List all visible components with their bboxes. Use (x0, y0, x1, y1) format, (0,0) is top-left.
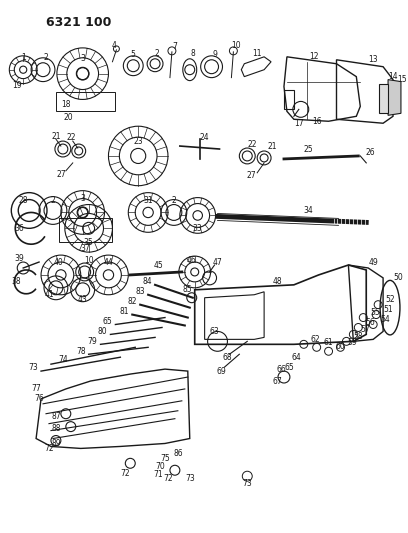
Text: 7: 7 (173, 43, 177, 51)
Text: 33: 33 (193, 224, 202, 233)
Text: 5: 5 (131, 50, 136, 59)
Text: 22: 22 (248, 140, 257, 149)
Text: 28: 28 (18, 196, 28, 205)
Text: 70: 70 (155, 462, 165, 471)
Text: 72: 72 (120, 469, 130, 478)
Text: 8: 8 (191, 50, 195, 58)
Text: 13: 13 (368, 55, 378, 64)
Text: 84: 84 (142, 277, 152, 286)
Text: 81: 81 (120, 307, 129, 316)
Text: 61: 61 (324, 338, 333, 347)
Text: 27: 27 (56, 170, 66, 179)
Text: 89: 89 (51, 439, 61, 448)
Text: 64: 64 (292, 353, 302, 362)
Text: 3: 3 (80, 194, 85, 203)
Text: 9: 9 (212, 50, 217, 59)
Text: 25: 25 (304, 144, 314, 154)
Text: 60: 60 (336, 342, 345, 351)
Text: 10: 10 (232, 42, 241, 51)
Text: 68: 68 (223, 353, 232, 362)
Text: 31: 31 (143, 196, 153, 205)
Polygon shape (379, 84, 388, 114)
Text: 1: 1 (21, 53, 26, 62)
Text: 36: 36 (14, 224, 24, 233)
Text: 43: 43 (78, 295, 88, 304)
Text: 22: 22 (66, 133, 75, 142)
Text: 2: 2 (171, 196, 176, 205)
Text: 47: 47 (213, 257, 222, 266)
Text: 69: 69 (217, 367, 226, 376)
Text: 15: 15 (397, 75, 407, 84)
Text: 52: 52 (385, 295, 395, 304)
Text: 72: 72 (163, 474, 173, 483)
Text: 79: 79 (88, 337, 98, 346)
Text: 65: 65 (284, 362, 294, 372)
Text: 67: 67 (272, 376, 282, 385)
Text: 23: 23 (133, 136, 143, 146)
Text: 2: 2 (44, 53, 49, 62)
Text: 39: 39 (14, 254, 24, 263)
Text: 19: 19 (12, 81, 22, 90)
Text: 3: 3 (80, 54, 85, 63)
Text: 4: 4 (112, 42, 117, 51)
Text: 57: 57 (360, 325, 370, 334)
Text: 82: 82 (128, 297, 137, 306)
Text: 83: 83 (135, 287, 145, 296)
Text: 41: 41 (44, 290, 54, 299)
Text: 71: 71 (153, 470, 163, 479)
Text: 34: 34 (304, 206, 314, 215)
Text: 27: 27 (246, 171, 256, 180)
Text: 54: 54 (380, 315, 390, 324)
Text: 44: 44 (104, 257, 113, 266)
Text: 88: 88 (51, 424, 61, 433)
Text: 50: 50 (393, 273, 403, 282)
Text: 73: 73 (28, 362, 38, 372)
Text: 73: 73 (185, 474, 195, 483)
Text: 72: 72 (44, 444, 54, 453)
Text: 55: 55 (370, 308, 380, 317)
Text: 2: 2 (51, 196, 55, 205)
Text: 77: 77 (31, 384, 41, 393)
Text: 62: 62 (311, 335, 321, 344)
Text: 86: 86 (173, 449, 183, 458)
Text: 20: 20 (64, 113, 73, 122)
Text: 10: 10 (84, 255, 93, 264)
Text: 37: 37 (81, 244, 91, 253)
Text: 51: 51 (383, 305, 393, 314)
Text: 66: 66 (276, 365, 286, 374)
Text: 87: 87 (51, 412, 61, 421)
Text: 56: 56 (365, 318, 375, 327)
Text: 73: 73 (242, 479, 252, 488)
Text: 46: 46 (187, 255, 197, 264)
Text: 58: 58 (353, 332, 363, 341)
Text: 40: 40 (54, 257, 64, 266)
Text: 24: 24 (200, 133, 209, 142)
Text: 75: 75 (160, 454, 170, 463)
Text: 2: 2 (155, 50, 160, 58)
Text: 21: 21 (51, 132, 61, 141)
Text: 16: 16 (312, 117, 322, 126)
Text: 38: 38 (11, 277, 21, 286)
Text: 12: 12 (309, 52, 319, 61)
Polygon shape (388, 79, 401, 115)
Text: 85: 85 (183, 285, 193, 294)
Text: 11: 11 (253, 50, 262, 58)
Text: 78: 78 (76, 347, 86, 356)
Text: 18: 18 (61, 100, 71, 109)
Text: 76: 76 (34, 394, 44, 403)
Text: 45: 45 (153, 261, 163, 270)
Text: 26: 26 (366, 149, 375, 157)
Text: 35: 35 (84, 238, 93, 247)
Text: 14: 14 (388, 72, 398, 81)
Text: 21: 21 (267, 142, 277, 150)
Text: 6321 100: 6321 100 (46, 16, 111, 29)
Text: 59: 59 (348, 338, 357, 347)
Text: 48: 48 (272, 277, 282, 286)
Text: 49: 49 (368, 257, 378, 266)
Text: 65: 65 (102, 317, 112, 326)
Text: 63: 63 (210, 327, 220, 336)
Text: 80: 80 (98, 327, 107, 336)
Text: 74: 74 (58, 354, 68, 364)
Text: 17: 17 (294, 119, 304, 128)
